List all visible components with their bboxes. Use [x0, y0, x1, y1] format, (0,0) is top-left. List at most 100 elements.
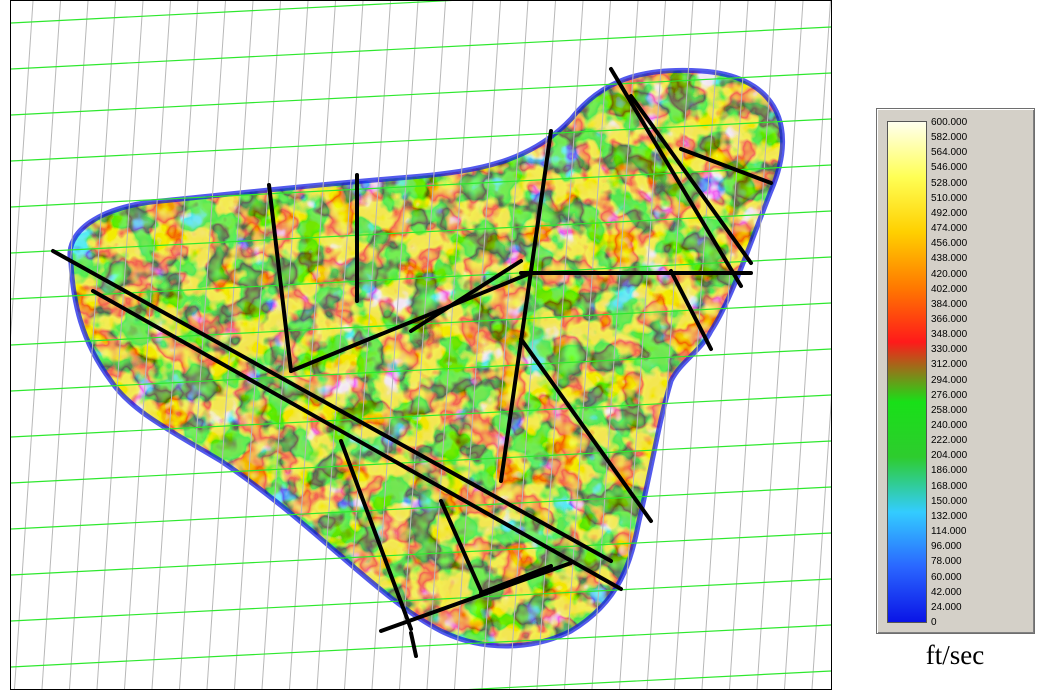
- fault-line: [679, 147, 773, 185]
- grid-line-vertical: [69, 1, 116, 689]
- grid-line-vertical: [784, 1, 831, 689]
- grid-line-vertical: [646, 1, 694, 689]
- fault-line: [609, 67, 743, 288]
- grid-line-vertical: [701, 1, 749, 689]
- grid-line-vertical: [756, 1, 804, 689]
- legend-tick-label: 204.000: [931, 450, 968, 462]
- fault-line: [91, 289, 623, 591]
- grid-line-horizontal: [11, 118, 831, 162]
- fault-line: [499, 129, 553, 483]
- legend-tick-label: 366.000: [931, 313, 968, 325]
- legend-tick-label: 60.000: [931, 571, 962, 583]
- survey-grid: [11, 1, 831, 689]
- legend-labels: 600.000 582.000 564.000 546.000 528.000 510.0…: [931, 117, 1031, 629]
- grid-line-vertical: [344, 1, 391, 689]
- fault-line: [409, 259, 523, 333]
- fault-line: [409, 631, 418, 658]
- legend-tick-label: 348.000: [931, 329, 968, 341]
- legend-tick-label: 474.000: [931, 223, 968, 235]
- fault-line: [629, 94, 753, 265]
- legend-tick-label: 132.000: [931, 510, 968, 522]
- legend-tick-label: 402.000: [931, 283, 968, 295]
- legend-tick-label: 150.000: [931, 495, 968, 507]
- grid-line-vertical: [234, 1, 281, 689]
- legend-tick-label: 528.000: [931, 177, 968, 189]
- legend-tick-label: 258.000: [931, 404, 968, 416]
- grid-line-vertical: [206, 1, 254, 689]
- grid-line-vertical: [41, 1, 89, 689]
- legend-unit-label: ft/sec: [925, 640, 985, 670]
- grid-line-vertical: [261, 1, 309, 689]
- grid-line-horizontal: [11, 164, 831, 208]
- legend-tick-label: 600.000: [931, 117, 968, 128]
- grid-line-horizontal: [11, 624, 831, 668]
- grid-line-vertical: [509, 1, 556, 689]
- fault-line: [267, 183, 293, 373]
- grid-line-horizontal: [11, 486, 831, 530]
- grid-line-horizontal: [467, 670, 831, 689]
- legend-tick-label: 240.000: [931, 420, 968, 432]
- legend-tick-label: 582.000: [931, 132, 968, 144]
- fault-line: [51, 249, 613, 563]
- legend-tick-label: 24.000: [931, 601, 962, 613]
- velocity-map[interactable]: [11, 1, 831, 689]
- legend-tick-label: 438.000: [931, 253, 968, 265]
- grid-line-horizontal: [11, 72, 831, 116]
- grid-line-horizontal: [11, 578, 831, 622]
- fault-line: [339, 439, 413, 631]
- grid-line-vertical: [289, 1, 336, 689]
- grid-line-vertical: [591, 1, 639, 689]
- grid-line-vertical: [426, 1, 474, 689]
- legend-tick-label: 78.000: [931, 556, 962, 568]
- legend-tick-label: 492.000: [931, 207, 968, 219]
- legend-tick-label: 42.000: [931, 586, 962, 598]
- grid-line-horizontal: [11, 256, 831, 300]
- grid-line-horizontal: [11, 348, 831, 392]
- grid-line-horizontal: [11, 440, 831, 484]
- legend-tick-label: 96.000: [931, 541, 962, 553]
- grid-line-vertical: [481, 1, 529, 689]
- grid-line-vertical: [454, 1, 501, 689]
- color-ramp-bar: [887, 121, 927, 623]
- grid-line-vertical: [179, 1, 226, 689]
- legend-tick-label: 420.000: [931, 268, 968, 280]
- legend-tick-label: 546.000: [931, 162, 968, 174]
- legend-tick-label: 168.000: [931, 480, 968, 492]
- grid-line-vertical: [811, 397, 831, 689]
- legend-tick-label: 0: [931, 617, 937, 628]
- grid-line-horizontal: [11, 26, 831, 70]
- legend-tick-label: 312.000: [931, 359, 968, 371]
- grid-line-vertical: [399, 1, 446, 689]
- fault-line: [289, 271, 533, 373]
- velocity-map-panel[interactable]: [10, 0, 832, 690]
- grid-line-horizontal: [11, 1, 453, 24]
- legend-tick-label: 222.000: [931, 435, 968, 447]
- grid-line-vertical: [729, 1, 776, 689]
- grid-line-vertical: [124, 1, 171, 689]
- grid-line-vertical: [96, 1, 144, 689]
- fault-line: [439, 499, 483, 593]
- grid-line-horizontal: [11, 394, 831, 438]
- fault-line: [669, 269, 713, 351]
- grid-line-horizontal: [11, 210, 831, 254]
- grid-line-vertical: [674, 1, 721, 689]
- grid-line-vertical: [11, 1, 34, 338]
- legend-tick-label: 114.000: [931, 526, 967, 538]
- legend-tick-label: 510.000: [931, 192, 968, 204]
- legend-tick-label: 384.000: [931, 298, 968, 310]
- color-legend: 600.000 582.000 564.000 546.000 528.000 510.0…: [876, 108, 1035, 634]
- grid-line-vertical: [564, 1, 611, 689]
- legend-tick-label: 294.000: [931, 374, 968, 386]
- grid-line-vertical: [151, 1, 199, 689]
- grid-line-horizontal: [11, 532, 831, 576]
- grid-line-vertical: [371, 1, 419, 689]
- legend-tick-label: 456.000: [931, 238, 968, 250]
- legend-tick-label: 276.000: [931, 389, 968, 401]
- legend-tick-label: 186.000: [931, 465, 968, 477]
- legend-tick-label: 564.000: [931, 147, 968, 159]
- fault-line: [479, 564, 553, 595]
- fault-line: [379, 561, 573, 633]
- grid-line-vertical: [316, 1, 364, 689]
- grid-line-vertical: [619, 1, 666, 689]
- fault-lines: [51, 67, 773, 658]
